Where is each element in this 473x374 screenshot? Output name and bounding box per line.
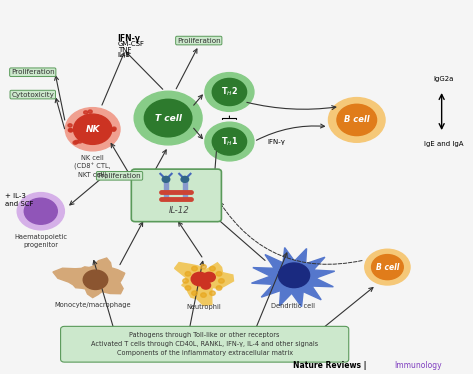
Circle shape — [144, 99, 192, 137]
Circle shape — [185, 272, 191, 276]
Circle shape — [201, 282, 210, 289]
Circle shape — [68, 129, 72, 132]
Text: Haematopoietic
progenitor: Haematopoietic progenitor — [14, 234, 67, 248]
Text: IgE and IgA: IgE and IgA — [424, 141, 464, 147]
Text: Cytotoxicity: Cytotoxicity — [11, 92, 54, 98]
Circle shape — [201, 264, 206, 269]
Circle shape — [328, 98, 385, 142]
Circle shape — [112, 128, 115, 131]
Text: Proliferation: Proliferation — [177, 37, 220, 43]
Text: Proliferation: Proliferation — [98, 173, 141, 179]
Circle shape — [216, 272, 222, 276]
Circle shape — [162, 177, 170, 183]
Circle shape — [279, 263, 310, 288]
Circle shape — [73, 141, 77, 144]
Circle shape — [17, 193, 64, 230]
Text: B cell: B cell — [344, 116, 369, 125]
Text: T cell: T cell — [155, 114, 182, 123]
Text: IL-12: IL-12 — [168, 206, 189, 215]
Text: Nature Reviews |: Nature Reviews | — [293, 361, 369, 370]
Text: IFN-γ: IFN-γ — [118, 34, 140, 43]
Circle shape — [216, 286, 222, 290]
Circle shape — [68, 124, 72, 127]
Text: IgG2a: IgG2a — [434, 76, 454, 82]
Text: Proliferation: Proliferation — [11, 69, 54, 75]
FancyBboxPatch shape — [131, 169, 221, 222]
Circle shape — [191, 272, 208, 286]
Circle shape — [134, 91, 202, 145]
Circle shape — [212, 128, 246, 155]
Circle shape — [65, 108, 120, 151]
Text: Immunology: Immunology — [394, 361, 442, 370]
FancyArrow shape — [183, 180, 187, 197]
Circle shape — [212, 79, 246, 105]
Text: T$_H$2: T$_H$2 — [221, 86, 238, 98]
Circle shape — [203, 272, 215, 282]
Circle shape — [181, 177, 189, 183]
Circle shape — [69, 129, 73, 132]
Circle shape — [205, 122, 254, 161]
Circle shape — [365, 249, 410, 285]
Text: Pathogens through Toll-like or other receptors
Activated T cells through CD40L, : Pathogens through Toll-like or other rec… — [91, 332, 318, 356]
Circle shape — [192, 266, 197, 271]
Text: NK: NK — [86, 125, 100, 134]
Circle shape — [205, 73, 254, 111]
Circle shape — [83, 270, 108, 289]
FancyBboxPatch shape — [61, 327, 349, 362]
FancyArrow shape — [164, 180, 168, 197]
Circle shape — [337, 104, 377, 136]
Text: B cell: B cell — [376, 263, 399, 272]
Text: IL-8: IL-8 — [118, 52, 131, 58]
Polygon shape — [53, 258, 125, 298]
Circle shape — [112, 127, 116, 130]
Text: Dendritic cell: Dendritic cell — [271, 303, 315, 309]
Circle shape — [78, 140, 82, 143]
Text: Neutrophil: Neutrophil — [186, 304, 221, 310]
Polygon shape — [175, 263, 234, 306]
Circle shape — [75, 140, 79, 144]
Circle shape — [88, 110, 92, 113]
Circle shape — [185, 286, 191, 290]
Circle shape — [84, 111, 88, 114]
Circle shape — [183, 279, 188, 283]
Text: + IL-3
and SCF: + IL-3 and SCF — [5, 193, 34, 207]
Text: GM-CSF: GM-CSF — [118, 40, 145, 47]
Circle shape — [192, 291, 197, 295]
Circle shape — [210, 266, 215, 271]
Text: IFN-γ: IFN-γ — [267, 138, 285, 144]
Circle shape — [24, 198, 57, 224]
Circle shape — [372, 255, 403, 280]
Text: TNF: TNF — [118, 46, 131, 52]
Circle shape — [219, 279, 224, 283]
Text: Monocyte/macrophage: Monocyte/macrophage — [54, 302, 131, 308]
Text: T$_H$1: T$_H$1 — [221, 135, 238, 148]
Circle shape — [73, 114, 112, 144]
Text: NK cell
(CD8⁺ CTL,
NKT cell): NK cell (CD8⁺ CTL, NKT cell) — [74, 154, 111, 178]
Circle shape — [201, 293, 206, 297]
Polygon shape — [252, 248, 335, 307]
Circle shape — [210, 291, 215, 295]
